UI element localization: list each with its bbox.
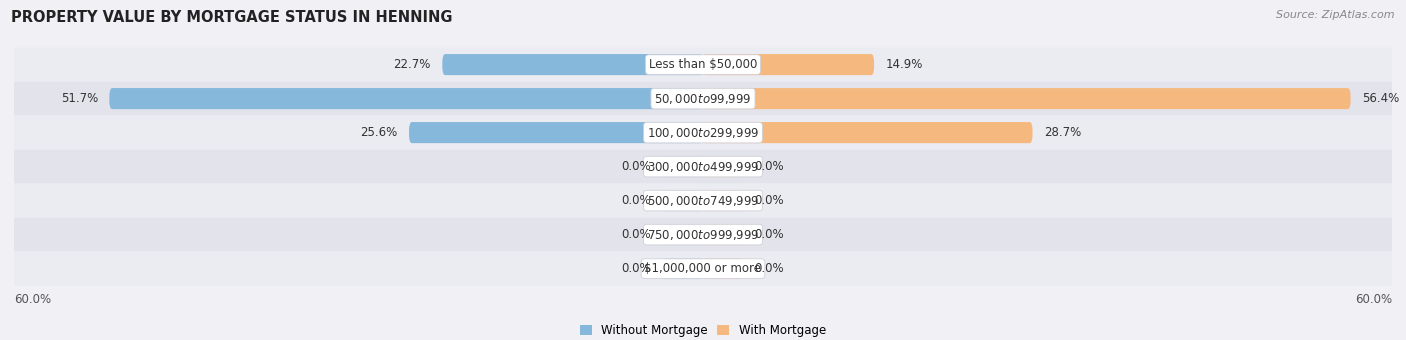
FancyBboxPatch shape bbox=[0, 184, 1406, 218]
Text: Source: ZipAtlas.com: Source: ZipAtlas.com bbox=[1277, 10, 1395, 20]
Text: PROPERTY VALUE BY MORTGAGE STATUS IN HENNING: PROPERTY VALUE BY MORTGAGE STATUS IN HEN… bbox=[11, 10, 453, 25]
Text: 0.0%: 0.0% bbox=[755, 160, 785, 173]
Text: Less than $50,000: Less than $50,000 bbox=[648, 58, 758, 71]
FancyBboxPatch shape bbox=[662, 224, 703, 245]
Text: 0.0%: 0.0% bbox=[755, 228, 785, 241]
Text: 0.0%: 0.0% bbox=[755, 194, 785, 207]
FancyBboxPatch shape bbox=[662, 190, 703, 211]
Text: 14.9%: 14.9% bbox=[886, 58, 922, 71]
Text: $500,000 to $749,999: $500,000 to $749,999 bbox=[647, 193, 759, 208]
FancyBboxPatch shape bbox=[662, 258, 703, 279]
Text: 51.7%: 51.7% bbox=[60, 92, 98, 105]
Text: 22.7%: 22.7% bbox=[394, 58, 430, 71]
Legend: Without Mortgage, With Mortgage: Without Mortgage, With Mortgage bbox=[575, 319, 831, 340]
FancyBboxPatch shape bbox=[110, 88, 703, 109]
Text: 60.0%: 60.0% bbox=[14, 293, 51, 306]
Text: 60.0%: 60.0% bbox=[1355, 293, 1392, 306]
Text: 0.0%: 0.0% bbox=[621, 228, 651, 241]
FancyBboxPatch shape bbox=[0, 150, 1406, 184]
FancyBboxPatch shape bbox=[0, 218, 1406, 252]
Text: 0.0%: 0.0% bbox=[621, 194, 651, 207]
Text: $300,000 to $499,999: $300,000 to $499,999 bbox=[647, 159, 759, 174]
Text: 28.7%: 28.7% bbox=[1045, 126, 1081, 139]
Text: $100,000 to $299,999: $100,000 to $299,999 bbox=[647, 125, 759, 140]
Text: $50,000 to $99,999: $50,000 to $99,999 bbox=[654, 91, 752, 106]
FancyBboxPatch shape bbox=[703, 54, 875, 75]
Text: 0.0%: 0.0% bbox=[621, 262, 651, 275]
Text: 56.4%: 56.4% bbox=[1362, 92, 1399, 105]
FancyBboxPatch shape bbox=[662, 156, 703, 177]
FancyBboxPatch shape bbox=[0, 48, 1406, 82]
FancyBboxPatch shape bbox=[0, 82, 1406, 116]
FancyBboxPatch shape bbox=[0, 116, 1406, 150]
FancyBboxPatch shape bbox=[703, 156, 744, 177]
FancyBboxPatch shape bbox=[703, 88, 1351, 109]
FancyBboxPatch shape bbox=[703, 258, 744, 279]
Text: $1,000,000 or more: $1,000,000 or more bbox=[644, 262, 762, 275]
Text: 25.6%: 25.6% bbox=[360, 126, 398, 139]
Text: 0.0%: 0.0% bbox=[755, 262, 785, 275]
Text: $750,000 to $999,999: $750,000 to $999,999 bbox=[647, 227, 759, 242]
FancyBboxPatch shape bbox=[703, 224, 744, 245]
FancyBboxPatch shape bbox=[703, 190, 744, 211]
FancyBboxPatch shape bbox=[703, 122, 1032, 143]
Text: 0.0%: 0.0% bbox=[621, 160, 651, 173]
FancyBboxPatch shape bbox=[409, 122, 703, 143]
FancyBboxPatch shape bbox=[443, 54, 703, 75]
FancyBboxPatch shape bbox=[0, 252, 1406, 286]
